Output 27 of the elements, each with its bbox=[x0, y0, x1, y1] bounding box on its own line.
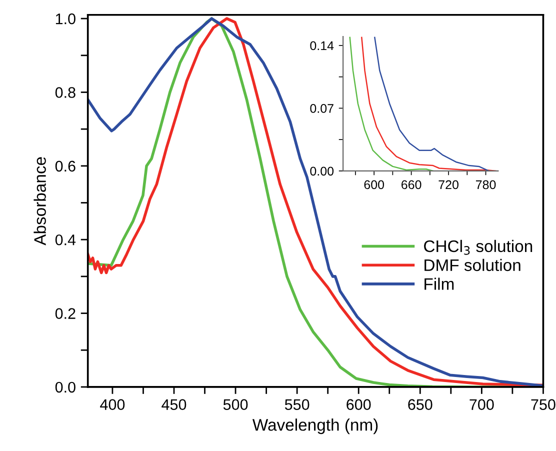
x-tick-label: 750 bbox=[531, 399, 556, 410]
x-tick-label: 600 bbox=[364, 180, 384, 190]
x-tick-label: 720 bbox=[438, 180, 458, 190]
y-tick-label: 0.6 bbox=[55, 160, 76, 172]
y-axis-title: Absorbance bbox=[34, 157, 46, 246]
y-tick-label: 0.07 bbox=[310, 104, 334, 113]
y-tick-label: 0.14 bbox=[310, 41, 334, 50]
x-tick-label: 660 bbox=[402, 180, 422, 190]
legend-label: CHCl$_{3}$ solution bbox=[424, 240, 532, 255]
y-tick-label: 1.0 bbox=[56, 13, 76, 24]
x-tick-label: 400 bbox=[100, 399, 125, 410]
x-tick-label: 450 bbox=[162, 399, 186, 410]
legend-label: DMF solution bbox=[424, 258, 520, 272]
x-tick-label: 650 bbox=[408, 399, 432, 410]
x-tick-label: 780 bbox=[476, 180, 496, 190]
x-tick-label: 700 bbox=[470, 399, 494, 410]
y-tick-label: 0.0 bbox=[55, 382, 76, 393]
x-axis-title: Wavelength (nm) bbox=[252, 418, 378, 434]
y-tick-label: 0.8 bbox=[55, 87, 76, 98]
line-series bbox=[349, 36, 434, 171]
y-tick-label: 0.00 bbox=[310, 166, 334, 176]
x-tick-label: 600 bbox=[346, 399, 371, 410]
x-tick-label: 500 bbox=[223, 399, 248, 410]
x-tick-label: 550 bbox=[284, 399, 310, 410]
y-tick-label: 0.2 bbox=[55, 308, 76, 319]
legend-label: Film bbox=[424, 278, 454, 290]
y-tick-label: 0.4 bbox=[55, 234, 76, 246]
